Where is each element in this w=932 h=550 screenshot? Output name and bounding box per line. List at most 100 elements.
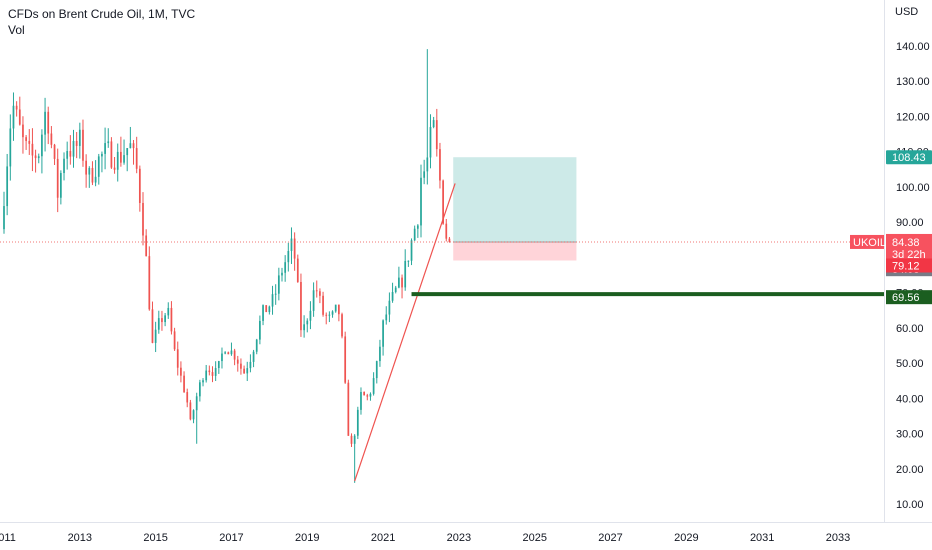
candle-body (142, 202, 144, 236)
candle-body (448, 238, 451, 242)
price-tick-label: 140.00 (896, 41, 930, 53)
candle-body (388, 300, 391, 315)
candle-body (186, 392, 189, 403)
candle-body (205, 370, 208, 381)
candle-body (41, 134, 43, 157)
candle-body (385, 314, 388, 321)
candle-body (97, 156, 100, 177)
currency-label: USD (895, 6, 918, 18)
candle-body (391, 292, 394, 301)
candle-body (44, 111, 46, 135)
candle-body (85, 160, 88, 175)
time-tick-label: 2031 (750, 532, 774, 544)
candle-body (432, 120, 435, 128)
candle-body (265, 305, 268, 313)
candle-body (157, 318, 160, 330)
price-tick-label: 100.00 (896, 182, 930, 194)
time-tick-label: 2025 (522, 532, 546, 544)
candle-body (208, 370, 211, 373)
candle-body (426, 157, 429, 172)
candle-body (50, 133, 53, 145)
candle-body (104, 143, 106, 154)
candle-body (91, 167, 94, 183)
candle-body (167, 307, 170, 316)
candle-body (341, 314, 343, 337)
candle-body (189, 402, 192, 420)
candle-body (164, 315, 166, 323)
candle-body (126, 148, 129, 156)
candle-body (249, 361, 252, 369)
candle-body (227, 352, 230, 355)
candle-body (135, 148, 138, 169)
time-tick-label: 2023 (447, 532, 471, 544)
candle-body (284, 262, 287, 273)
candle-body (420, 177, 422, 226)
candle-body (34, 155, 37, 159)
candle-body (375, 361, 378, 379)
candle-body (214, 368, 217, 376)
candle-body (252, 351, 255, 362)
candle-body (303, 324, 305, 331)
candle-body (195, 396, 198, 411)
profit-zone (453, 157, 577, 242)
candle-body (198, 382, 201, 397)
candle-body (72, 140, 75, 157)
candle-body (356, 409, 359, 436)
candle-body (439, 149, 441, 181)
trend-line (354, 183, 456, 482)
candle-body (416, 225, 419, 229)
support-price-tag-bg (886, 290, 932, 305)
candle-body (123, 155, 125, 163)
candle-body (47, 111, 50, 134)
candle-body (151, 309, 154, 343)
candle-body (221, 353, 223, 362)
candle-body (176, 349, 179, 368)
price-tick-label: 40.00 (896, 393, 924, 405)
price-tick-label: 50.00 (896, 358, 924, 370)
candle-body (435, 120, 438, 150)
candle-body (394, 287, 397, 293)
stop-price-tag: 79.12 (892, 260, 920, 272)
candle-body (6, 166, 9, 207)
time-tick-label: 2015 (143, 532, 167, 544)
candle-body (398, 277, 400, 288)
price-tick-label: 90.00 (896, 217, 924, 229)
candle-body (410, 240, 413, 261)
price-tick-label: 20.00 (896, 464, 924, 476)
candle-body (66, 151, 69, 159)
time-tick-label: 2019 (295, 532, 319, 544)
loss-zone (453, 241, 577, 261)
candle-body (382, 320, 384, 347)
price-tick-label: 120.00 (896, 111, 930, 123)
candle-body (293, 238, 296, 259)
target-price-tag: 108.43 (892, 152, 926, 164)
candle-body (113, 167, 116, 170)
candle-body (312, 290, 315, 311)
candle-body (192, 410, 195, 420)
candle-body (180, 367, 182, 376)
support-price-tag: 69.56 (892, 292, 920, 304)
candle-body (319, 291, 321, 296)
candle-body (94, 176, 97, 183)
candle-body (148, 256, 151, 310)
candle-body (372, 378, 375, 394)
time-axis[interactable]: 2011 2013 2015 2017 2019 2021 2023 2025 2027 2029… (0, 522, 932, 545)
candle-body (429, 127, 432, 158)
time-tick-label: 2033 (826, 532, 850, 544)
candle-body (337, 304, 340, 315)
candle-body (12, 105, 15, 129)
candle-body (78, 129, 81, 146)
candle-body (202, 380, 204, 383)
time-tick-label: 2011 (0, 532, 16, 544)
candle-body (15, 105, 18, 110)
candle-body (88, 167, 91, 175)
chart-header: CFDs on Brent Crude Oil, 1M, TVC Vol (8, 6, 195, 38)
candle-body (379, 346, 381, 362)
candle-body (407, 260, 410, 262)
price-tick-label: 130.00 (896, 76, 930, 88)
candle-body (281, 272, 283, 276)
candle-body (154, 329, 157, 343)
candle-body (107, 141, 110, 144)
candle-body (56, 158, 59, 198)
